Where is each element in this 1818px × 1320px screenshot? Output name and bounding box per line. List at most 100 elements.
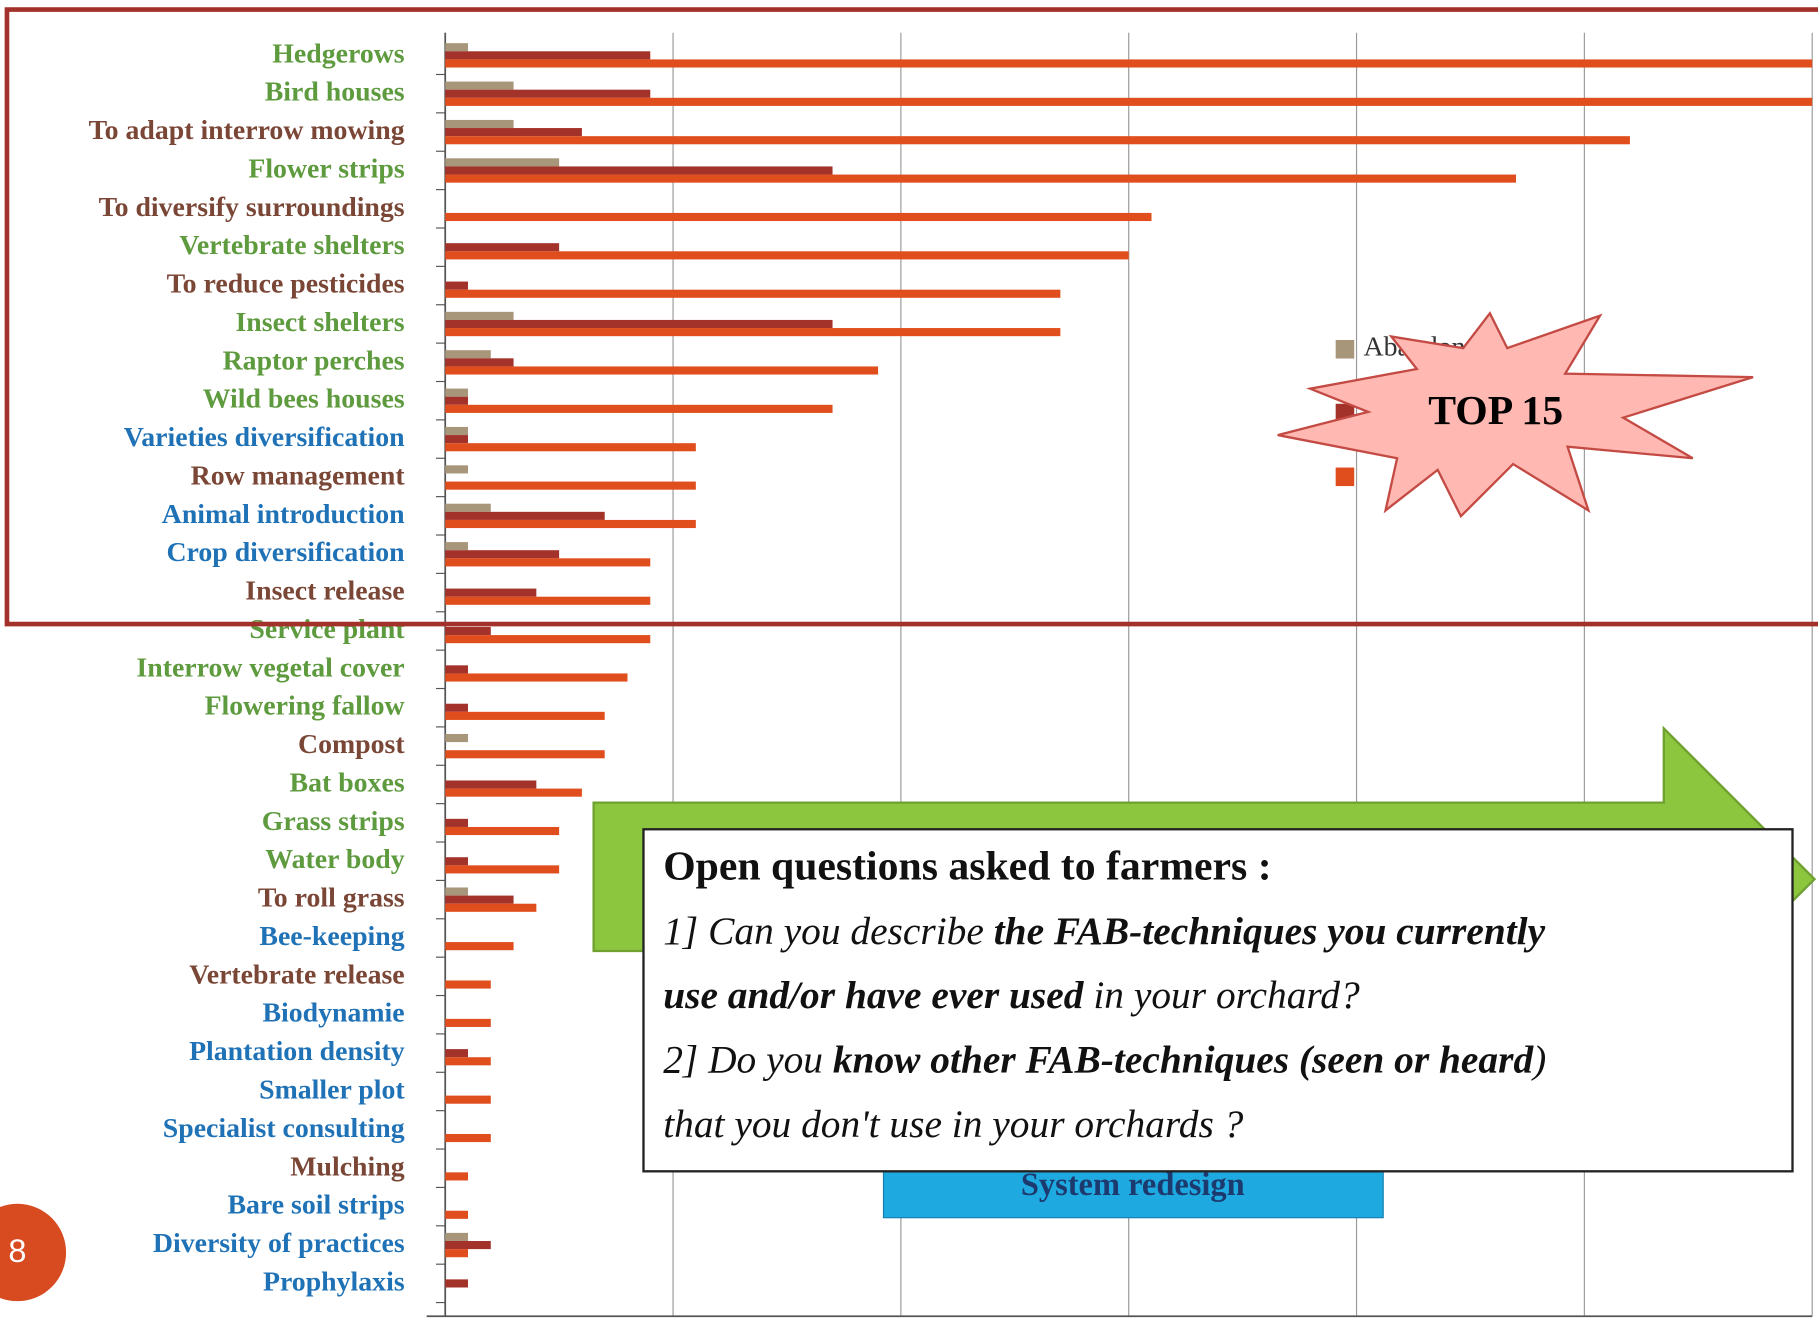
bar [445,289,1061,298]
category-label: Plantation density [189,1036,405,1067]
category-label: Interrow vegetal cover [136,652,404,683]
bar [445,1095,491,1104]
question-segment: 1] Can you describe [663,909,994,953]
question-segment: know other FAB-techniques (seen or heard [833,1038,1535,1082]
bar [445,166,833,175]
bar [445,358,514,367]
category-label: Bare soil strips [227,1190,404,1221]
bar [445,174,1517,183]
bar [445,788,582,797]
category-label: Specialist consulting [163,1113,405,1144]
category-label: Diversity of practices [153,1228,405,1259]
star [1277,311,1754,519]
bar [445,865,560,874]
bar [445,558,651,567]
bar [445,903,537,912]
bar [445,128,582,137]
bar [445,887,469,896]
bar [445,780,537,789]
bar [445,503,491,512]
category-label: To adapt interrow mowing [89,115,405,146]
category-label: Prophylaxis [263,1266,405,1297]
callout: TOP 15 [1428,388,1563,434]
question-segment: 2] Do you [663,1038,833,1082]
category-label: Insect shelters [235,307,404,338]
bar [445,366,879,375]
bar [445,519,696,529]
bar [445,481,696,490]
bar [445,750,605,759]
bar [445,857,469,866]
question-box [642,828,1794,1173]
bar [445,51,651,60]
bar [445,1240,491,1250]
question-line: that you don't use in your orchards ? [663,1102,1243,1146]
redesign-label: System redesign [1021,1167,1245,1203]
category-label: To roll grass [258,883,405,914]
bar [445,97,1813,106]
bar [445,158,560,167]
question-lines: 1] Can you describe the FAB-techniques y… [663,909,1546,1146]
category-label: Biodynamie [262,998,404,1029]
bar [445,1057,491,1066]
bar [445,1232,469,1241]
bar [445,1172,469,1181]
legend-swatch [1335,467,1355,487]
chart: Hedgerows Bird houses To adapt interrow mo… [89,32,1813,1318]
category-label: Row management [191,460,406,491]
category-label: Compost [298,729,405,760]
page-badge [0,1203,67,1302]
bar [445,465,469,474]
bar [445,328,1061,337]
bar [445,942,514,951]
category-label: Mulching [290,1151,404,1182]
bar [445,251,1129,260]
question-segment: use and/or have ever used [663,973,1085,1017]
category-label: Water body [265,844,404,875]
category-label: Bat boxes [290,767,405,798]
bar [445,136,1630,145]
bar [445,711,605,720]
category-label: Flower strips [248,153,404,184]
bar [445,511,605,520]
question-line: 2] Do you know other FAB-techniques (see… [663,1038,1546,1082]
bar [445,596,651,605]
bar [445,243,560,252]
bar [445,733,469,743]
category-label: To diversify surroundings [99,192,405,223]
bar [445,626,491,636]
bar [445,426,469,436]
bar [445,281,469,290]
bar [445,1249,469,1258]
category-label: Varieties diversification [124,422,405,453]
bar [445,43,469,52]
bar [445,396,469,405]
bar [445,673,628,682]
bar [445,818,469,827]
question-segment: ) [1531,1038,1546,1082]
bar [445,980,491,989]
bar [445,665,469,674]
category-label: Wild bees houses [203,384,405,415]
question-line: 1] Can you describe the FAB-techniques y… [663,909,1545,953]
question-segment: the FAB-techniques you currently [994,909,1546,953]
category-label: Bee-keeping [259,921,404,952]
bar [445,1049,469,1058]
bar [445,119,514,129]
bar [445,703,469,712]
category-label: Insect release [245,576,404,607]
bar [445,81,514,90]
bar [445,635,651,644]
category-label: Service plant [249,614,405,645]
bar [445,350,491,359]
bar [445,826,560,836]
bar [445,388,469,397]
category-label: Smaller plot [259,1075,405,1106]
category-label: Vertebrate shelters [179,230,404,261]
question-segment: in your orchard? [1084,973,1360,1017]
question-line: use and/or have ever used in your orchar… [663,973,1360,1017]
category-label: Grass strips [262,806,405,837]
category-label: Hedgerows [272,38,405,69]
bar [445,59,1813,68]
